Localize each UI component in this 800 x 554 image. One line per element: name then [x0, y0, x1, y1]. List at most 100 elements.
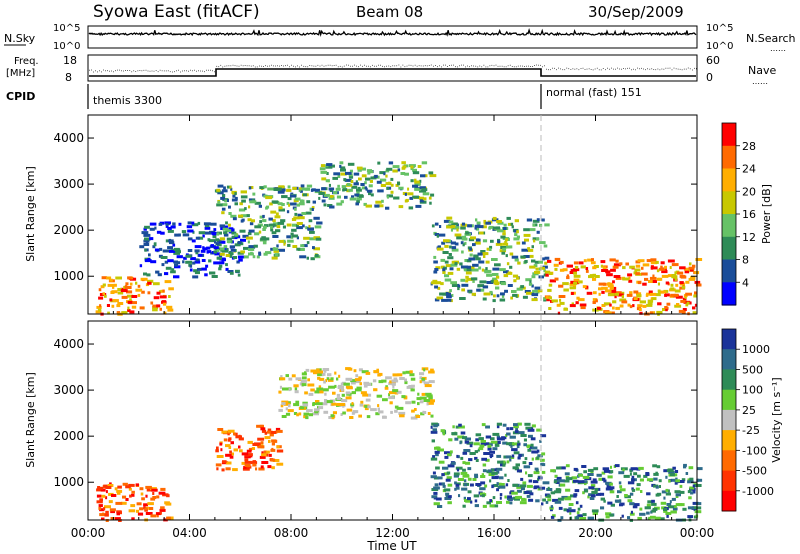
heatmap-cell [312, 246, 315, 250]
heatmap-cell [491, 468, 495, 472]
heatmap-cell [231, 235, 235, 239]
heatmap-cell [587, 495, 590, 499]
heatmap-cell [688, 277, 695, 281]
heatmap-cell [225, 267, 229, 271]
heatmap-cell [173, 260, 178, 264]
heatmap-cell [315, 400, 320, 403]
heatmap-cell [276, 225, 281, 229]
heatmap-cell [302, 401, 308, 405]
heatmap-cell [483, 219, 487, 223]
heatmap-cell [412, 195, 419, 199]
heatmap-cell [98, 288, 102, 292]
heatmap-cell [658, 479, 662, 483]
heatmap-cell [469, 236, 476, 240]
heatmap-cell [474, 456, 478, 460]
heatmap-cell [299, 255, 307, 259]
heatmap-cell [110, 510, 115, 514]
heatmap-cell [485, 221, 491, 225]
heatmap-cell [504, 289, 508, 293]
heatmap-cell [471, 292, 476, 296]
heatmap-cell [493, 281, 500, 285]
heatmap-cell [115, 517, 121, 521]
heatmap-cell [326, 400, 333, 404]
heatmap-cell [405, 198, 409, 202]
heatmap-cell [170, 225, 176, 229]
heatmap-cell [367, 171, 371, 175]
y-tick-label: 1000 [53, 475, 84, 489]
heatmap-cell [128, 483, 135, 487]
heatmap-cell [271, 231, 277, 235]
heatmap-cell [637, 474, 641, 478]
heatmap-cell [544, 223, 550, 227]
heatmap-cell [191, 221, 195, 225]
heatmap-cell [298, 412, 302, 416]
heatmap-cell [228, 205, 231, 209]
heatmap-cell [525, 291, 533, 295]
heatmap-cell [603, 499, 606, 503]
heatmap-cell [460, 456, 464, 460]
heatmap-cell [290, 232, 294, 236]
heatmap-cell [164, 260, 169, 264]
heatmap-cell [216, 256, 222, 260]
heatmap-cell [97, 486, 104, 490]
freq-tick-low: 8 [65, 71, 72, 84]
heatmap-cell [532, 289, 539, 293]
heatmap-cell [323, 380, 326, 384]
heatmap-cell [355, 180, 358, 184]
heatmap-cell [336, 403, 343, 406]
heatmap-cell [579, 516, 587, 520]
heatmap-cell [586, 291, 593, 295]
heatmap-cell [582, 491, 585, 495]
heatmap-cell [258, 251, 261, 255]
heatmap-cell [490, 440, 498, 444]
heatmap-cell [642, 263, 650, 267]
heatmap-cell [523, 465, 531, 469]
heatmap-cell [173, 247, 180, 251]
heatmap-cell [477, 252, 483, 256]
heatmap-cell [692, 264, 696, 268]
heatmap-cell [360, 400, 364, 404]
heatmap-cell [313, 247, 320, 251]
heatmap-cell [152, 304, 158, 308]
heatmap-cell [221, 207, 226, 211]
heatmap-cell [675, 493, 681, 497]
heatmap-cell [650, 297, 653, 301]
heatmap-cell [248, 229, 255, 233]
heatmap-cell [568, 503, 574, 506]
heatmap-cell [241, 452, 249, 456]
heatmap-cell [217, 201, 221, 205]
heatmap-cell [248, 447, 253, 451]
heatmap-cell [419, 199, 425, 203]
heatmap-cell [504, 495, 507, 499]
heatmap-cell [198, 253, 203, 257]
heatmap-cell [150, 301, 154, 305]
noise-tick-high: 10^5 [53, 23, 80, 34]
heatmap-cell [158, 491, 166, 495]
heatmap-cell [460, 226, 466, 230]
heatmap-cell [612, 306, 615, 310]
heatmap-cell [574, 489, 580, 493]
heatmap-cell [444, 244, 449, 248]
heatmap-cell [116, 304, 121, 308]
heatmap-cell [470, 500, 473, 504]
heatmap-cell [260, 441, 264, 445]
heatmap-cell [524, 491, 530, 494]
heatmap-cell [268, 440, 271, 443]
heatmap-cell [102, 283, 106, 287]
heatmap-cell [176, 255, 183, 259]
heatmap-cell [509, 252, 514, 256]
heatmap-cell [143, 272, 147, 276]
heatmap-cell [430, 457, 438, 461]
heatmap-cell [559, 268, 565, 272]
heatmap-cell [295, 400, 300, 404]
heatmap-cell [229, 185, 232, 189]
heatmap-cell [433, 424, 438, 428]
heatmap-cell [592, 301, 596, 304]
heatmap-cell [512, 483, 518, 487]
heatmap-cell [388, 393, 391, 397]
noise-tick-low: 10^0 [53, 41, 80, 52]
heatmap-cell [326, 377, 330, 381]
heatmap-cell [664, 265, 667, 269]
heatmap-cell [429, 201, 432, 205]
heatmap-cell [298, 188, 301, 192]
